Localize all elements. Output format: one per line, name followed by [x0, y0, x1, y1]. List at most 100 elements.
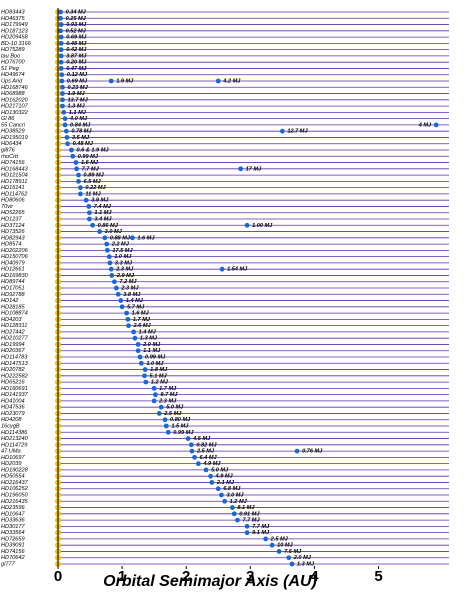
x-tick-label: 1	[118, 568, 126, 585]
mass-label: 13.7 MJ	[67, 97, 88, 103]
star-name: HD39091	[1, 543, 25, 549]
planet-dot	[129, 235, 135, 241]
mass-label: 4.0 MJ	[69, 116, 88, 122]
mass-label: 5.7 MJ	[127, 304, 145, 310]
star-name: HD147513	[1, 361, 29, 367]
planet-dot	[222, 498, 228, 504]
star-name: HD23079	[1, 411, 25, 417]
mass-label: 1.5 MJ	[171, 423, 189, 429]
planet-dot	[58, 47, 64, 53]
planet-dot	[102, 235, 108, 241]
planet-dot	[124, 310, 129, 316]
planet-dot	[231, 511, 237, 517]
planet-dot	[185, 436, 191, 441]
planet-dot	[61, 109, 67, 115]
x-axis-title: Orbital Semimajor Axis (AU)	[103, 573, 317, 590]
star-name: HD216435	[1, 499, 29, 505]
mass-label: 3.4 MJ	[94, 216, 112, 222]
planet-dot	[115, 291, 121, 297]
star-name: HD213240	[1, 436, 29, 442]
planet-dot	[107, 260, 113, 266]
star-name: tau Boo	[1, 53, 20, 59]
planet-dot	[112, 279, 117, 285]
mass-label: 1.8 MJ	[150, 367, 168, 373]
planet-dot	[294, 448, 300, 454]
star-name: HD4208	[1, 417, 22, 423]
star-name: HD27442	[1, 329, 26, 335]
planet-dot	[142, 373, 147, 379]
planet-dot	[238, 166, 244, 172]
planet-dot	[60, 91, 65, 96]
planet-dot	[135, 342, 141, 347]
mass-label: 1.1 MJ	[94, 210, 112, 216]
mass-label: 4 MJ	[418, 122, 432, 128]
planet-dot	[58, 34, 64, 40]
planet-dot	[58, 40, 64, 46]
star-name: Ups And	[1, 78, 23, 84]
mass-label: 0.78 MJ	[71, 129, 92, 135]
star-name: HD190228	[1, 467, 29, 473]
planet-dot	[87, 210, 92, 216]
mass-label: 2.9 MJ	[116, 273, 135, 279]
planet-dot	[286, 555, 292, 561]
planet-dot	[58, 22, 64, 27]
mass-label: 2.5 MJ	[196, 449, 215, 455]
star-name: HD179949	[1, 22, 28, 28]
mass-label: 1.2 MJ	[230, 499, 248, 505]
planet-dot	[58, 66, 64, 71]
mass-label: 1.7 MJ	[133, 317, 151, 323]
planet-dot	[118, 298, 124, 303]
star-name: HD168746	[1, 85, 29, 91]
star-name: HD114386	[1, 430, 28, 436]
star-name: HD187123	[1, 28, 29, 34]
planet-dot	[60, 97, 65, 103]
planet-dot	[83, 197, 89, 203]
planet-dot	[142, 367, 148, 372]
planet-dot	[65, 141, 71, 147]
mass-label: 1.54 MJ	[227, 267, 248, 273]
star-name: HD33564	[1, 530, 25, 536]
mass-label: 1.00 MJ	[252, 223, 273, 229]
planet-dot	[203, 467, 209, 473]
planet-dot	[60, 84, 65, 90]
star-name: gl876	[1, 147, 16, 153]
star-name: HD17051	[1, 285, 25, 291]
mass-label: 0.88 MJ	[110, 235, 131, 241]
mass-label: 2.6 MJ	[133, 323, 152, 329]
mass-label: 1.3 MJ	[297, 561, 315, 567]
mass-label: 9.7 MJ	[160, 392, 178, 398]
planet-dot	[59, 72, 65, 78]
mass-label: 2.3 MJ	[158, 398, 177, 404]
mass-label: 17.5 MJ	[112, 248, 133, 254]
star-name: HD209458	[1, 35, 29, 41]
planet-dot	[162, 417, 168, 423]
star-name: HD19994	[1, 342, 25, 348]
mass-label: 3.0 MJ	[226, 492, 244, 498]
mass-label: 0.47 MJ	[66, 66, 87, 72]
mass-label: 5.0 MJ	[166, 405, 184, 411]
mass-label: 2.0 MJ	[142, 342, 161, 348]
star-name: gl777	[1, 561, 16, 567]
mass-label: 0.80 MJ	[170, 417, 191, 423]
star-name: HD70642	[1, 555, 26, 561]
star-name: HD114729	[1, 442, 27, 448]
mass-label: 4.5 MJ	[192, 436, 211, 442]
mass-label: 1.6 MJ	[132, 311, 150, 317]
mass-label: 0.20 MJ	[66, 60, 87, 66]
mass-label: 6.5 MJ	[84, 179, 102, 185]
planet-dot	[78, 185, 83, 191]
mass-label: 1.4 MJ	[126, 298, 144, 304]
planet-dot	[113, 285, 119, 291]
planet-dot	[195, 461, 201, 467]
mass-label: 3.8 MJ	[123, 292, 141, 298]
planet-dot	[192, 454, 197, 460]
planet-dot	[126, 323, 131, 329]
planet-dot	[73, 160, 79, 165]
planet-dot	[153, 392, 158, 398]
mass-label: 0.42 MJ	[66, 47, 87, 53]
mass-label: 7.2 MJ	[119, 279, 137, 285]
star-name: HD89744	[1, 279, 25, 285]
star-name: HD108874	[1, 311, 28, 317]
star-name: HD8574	[1, 242, 22, 248]
mass-label: 0.25 MJ	[66, 16, 87, 22]
